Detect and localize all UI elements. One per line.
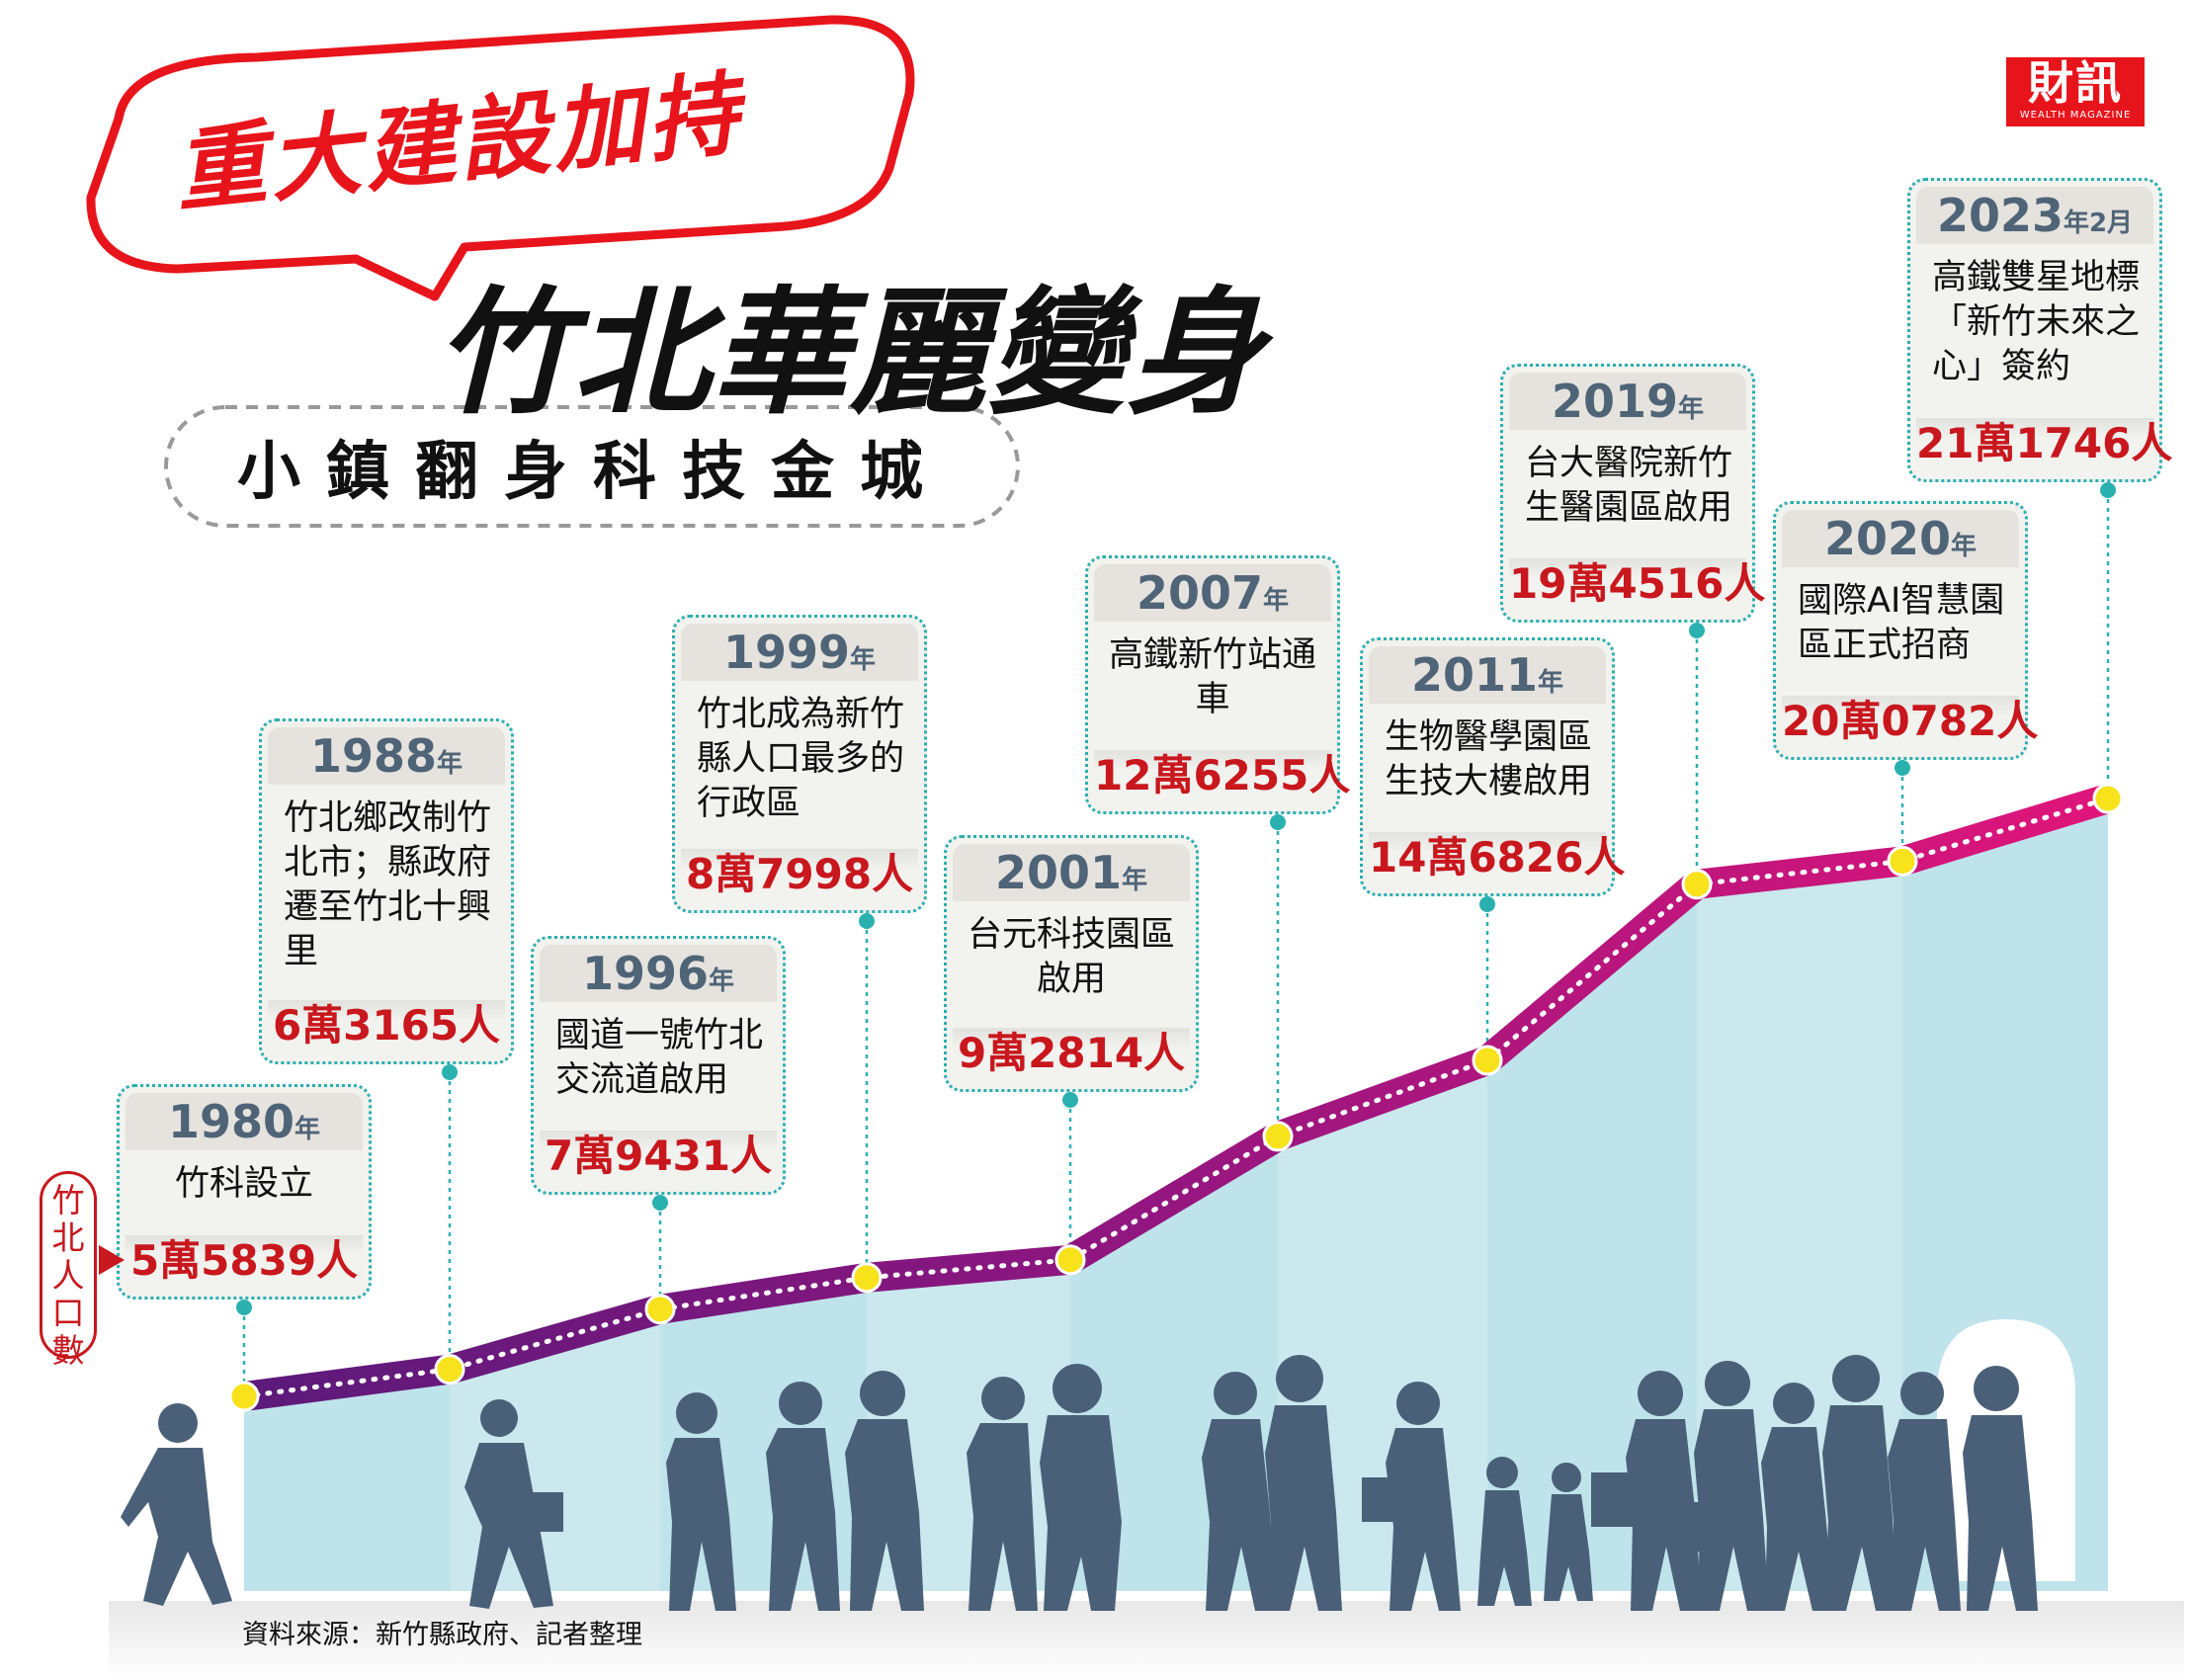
event-box-2020: 2020年 國際AI智慧園區正式招商 20萬0782人: [1773, 501, 2039, 760]
markers: [228, 783, 2124, 1412]
logo-main-text: 財訊: [2028, 56, 2123, 110]
event-population: 19萬4516人: [1509, 558, 1766, 610]
child-silhouette: [1544, 1463, 1593, 1601]
event-description: 竹北鄉改制竹北市；縣政府遷至竹北十興里: [284, 798, 492, 971]
anchor-dot: [859, 913, 875, 929]
person-silhouette: [1963, 1366, 2038, 1611]
event-description: 台大醫院新竹生醫園區啟用: [1525, 444, 1733, 528]
data-point-1996: [644, 1294, 676, 1325]
person-silhouette: [666, 1392, 736, 1611]
drop-lines: [236, 482, 2116, 1396]
data-point-2001: [1054, 1244, 1086, 1276]
event-box-2011: 2011年 生物醫學園區生技大樓啟用 14萬6826人: [1360, 637, 1626, 896]
event-year: 2020年: [1782, 510, 2019, 567]
floor-reflection: [109, 1601, 2184, 1680]
event-year: 1996年: [540, 945, 777, 1002]
population-line: [229, 784, 2123, 1411]
anchor-dot: [652, 1195, 668, 1211]
event-population: 9萬2814人: [953, 1028, 1190, 1079]
anchor-dot: [1479, 896, 1495, 912]
event-population: 6萬3165人: [268, 1000, 505, 1051]
anchor-dot: [2100, 482, 2116, 498]
anchor-dot: [236, 1300, 252, 1315]
person-silhouette: [121, 1403, 232, 1606]
event-box-2019: 2019年 台大醫院新竹生醫園區啟用 19萬4516人: [1500, 364, 1766, 623]
subtitle-capsule: [164, 405, 1020, 528]
event-box-2023: 2023年2月 高鐵雙星地標「新竹未來之心」簽約 21萬1746人: [1907, 178, 2173, 482]
event-year: 1980年: [126, 1093, 363, 1150]
event-population: 20萬0782人: [1782, 696, 2039, 747]
event-box-2007: 2007年 高鐵新竹站通車 12萬6255人: [1085, 555, 1351, 814]
event-year: 2007年: [1094, 564, 1331, 622]
anchor-dot: [1689, 623, 1705, 638]
person-silhouette: [1362, 1382, 1461, 1611]
event-box-1988: 1988年 竹北鄉改制竹北市；縣政府遷至竹北十興里 6萬3165人: [259, 718, 514, 1064]
event-description: 高鐵新竹站通車: [1108, 635, 1316, 719]
event-population: 12萬6255人: [1094, 750, 1351, 801]
data-point-2007: [1262, 1121, 1294, 1152]
event-year: 2001年: [953, 844, 1190, 901]
y-axis-label: 竹北人口數: [40, 1171, 97, 1370]
person-silhouette: [766, 1382, 840, 1611]
event-population: 5萬5839人: [126, 1235, 363, 1287]
main-title: 竹北華麗變身: [435, 274, 1266, 433]
data-point-2023: [2092, 783, 2124, 814]
event-year: 2019年: [1509, 373, 1746, 430]
event-description: 國際AI智慧園區正式招商: [1798, 581, 2005, 665]
data-point-1999: [851, 1262, 883, 1294]
source-note: 資料來源：新竹縣政府、記者整理: [242, 1620, 642, 1650]
event-year: 2011年: [1369, 646, 1606, 704]
person-silhouette: [967, 1377, 1038, 1611]
anchor-dot: [442, 1064, 458, 1080]
data-point-2019: [1681, 869, 1713, 900]
headline-bubble: [86, 15, 915, 301]
event-year: 1999年: [681, 624, 918, 681]
event-population: 8萬7998人: [681, 849, 918, 900]
person-silhouette: [1202, 1372, 1277, 1611]
anchor-dot: [1270, 814, 1286, 830]
data-point-1980: [228, 1381, 260, 1412]
person-silhouette: [1040, 1364, 1122, 1611]
event-description: 生物醫學園區生技大樓啟用: [1385, 717, 1593, 801]
anchor-dot: [1895, 760, 1910, 776]
crowd-silhouettes: [121, 1355, 2038, 1611]
data-point-2011: [1472, 1045, 1503, 1076]
event-box-1996: 1996年 國道一號竹北交流道啟用 7萬9431人: [531, 936, 786, 1195]
event-population: 21萬1746人: [1916, 418, 2173, 469]
person-silhouette: [1670, 1361, 1769, 1611]
y-axis-arrow-icon: [99, 1245, 125, 1275]
event-population: 14萬6826人: [1369, 832, 1626, 883]
person-silhouette: [1822, 1355, 1897, 1611]
event-population: 7萬9431人: [540, 1131, 777, 1182]
event-year: 1988年: [268, 727, 505, 785]
data-point-2020: [1887, 845, 1918, 877]
event-description: 高鐵雙星地標「新竹未來之心」簽約: [1932, 258, 2141, 386]
subtitle: 小鎮翻身科技金城: [237, 436, 949, 509]
person-silhouette: [1265, 1355, 1342, 1611]
event-description: 竹科設立: [174, 1164, 313, 1204]
event-description: 竹北成為新竹縣人口最多的行政區: [697, 695, 905, 823]
event-box-1980: 1980年 竹科設立 5萬5839人: [117, 1084, 372, 1300]
logo-sub-text: WEALTH MAGAZINE: [2019, 110, 2132, 121]
event-year: 2023年2月: [1916, 187, 2153, 244]
event-description: 國道一號竹北交流道啟用: [555, 1016, 764, 1100]
event-box-2001: 2001年 台元科技園區啟用 9萬2814人: [944, 835, 1199, 1092]
anchor-dot: [1062, 1092, 1078, 1108]
person-silhouette: [845, 1371, 924, 1611]
person-silhouette: [1591, 1371, 1702, 1611]
population-line-dots: [241, 796, 2111, 1399]
wealth-magazine-logo: 財訊 WEALTH MAGAZINE: [2006, 57, 2145, 126]
child-silhouette: [1477, 1457, 1532, 1606]
person-silhouette: [1761, 1383, 1833, 1611]
event-description: 台元科技園區啟用: [967, 915, 1175, 999]
data-point-1988: [434, 1354, 465, 1386]
person-silhouette: [1888, 1372, 1961, 1611]
event-box-1999: 1999年 竹北成為新竹縣人口最多的行政區 8萬7998人: [672, 615, 927, 913]
person-silhouette: [464, 1399, 563, 1609]
